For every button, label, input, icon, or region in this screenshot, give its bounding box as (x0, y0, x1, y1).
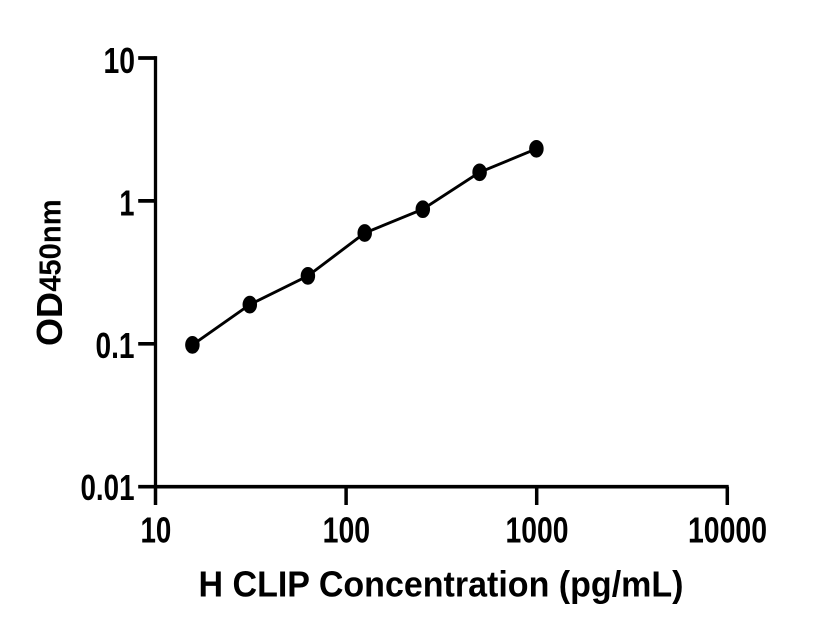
svg-text:1: 1 (119, 183, 134, 224)
svg-text:10000: 10000 (688, 510, 767, 551)
svg-text:10: 10 (104, 40, 136, 81)
svg-text:OD: OD (29, 292, 70, 346)
svg-text:0.01: 0.01 (81, 467, 135, 508)
svg-text:10: 10 (141, 510, 172, 551)
svg-text:100: 100 (323, 510, 371, 551)
svg-text:450nm: 450nm (32, 199, 67, 292)
svg-text:0.1: 0.1 (96, 325, 135, 366)
svg-text:H CLIP Concentration (pg/mL): H CLIP Concentration (pg/mL) (199, 564, 684, 605)
svg-text:1000: 1000 (506, 510, 569, 551)
